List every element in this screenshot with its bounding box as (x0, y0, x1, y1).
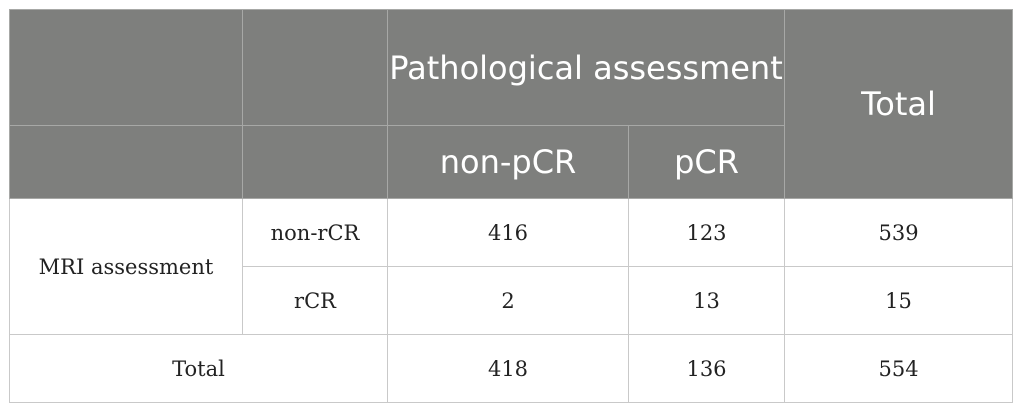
header-pathological-assessment: Pathological assessment (386, 9, 786, 126)
table-row: rCR 2 13 15 (10, 266, 1014, 335)
header-total: Total (784, 9, 1014, 199)
header-non-pcr: non-pCR (387, 125, 629, 199)
cell-non-rcr-non-pcr: 416 (387, 198, 629, 267)
cell-rcr-non-pcr: 2 (387, 266, 629, 335)
table-container: Pathological assessment Total non-pCR pC… (9, 9, 1014, 403)
header-pcr: pCR (627, 125, 786, 199)
header-empty-cell-4 (242, 125, 388, 199)
cell-non-rcr-pcr: 123 (627, 198, 786, 267)
table-row-total: Total 418 136 554 (9, 334, 1014, 403)
cell-non-rcr-total: 539 (784, 198, 1014, 267)
cell-rcr-pcr: 13 (627, 266, 786, 335)
contingency-table: Pathological assessment Total non-pCR pC… (9, 9, 1014, 403)
cell-total-pcr: 136 (627, 334, 786, 403)
header-empty-cell-1 (9, 9, 243, 126)
header-empty-cell-2 (242, 9, 388, 126)
table-row: MRI assessment non-rCR 416 123 539 (9, 198, 1014, 335)
cell-total-non-pcr: 418 (387, 334, 629, 403)
row-group-label-mri-assessment: MRI assessment (9, 198, 243, 335)
cell-rcr-total: 15 (784, 266, 1014, 335)
cell-total-total: 554 (784, 334, 1014, 403)
header-empty-cell-3 (9, 125, 243, 199)
row-label-total: Total (9, 334, 388, 403)
row-label-rcr: rCR (242, 266, 388, 335)
row-label-non-rcr: non-rCR (242, 198, 388, 267)
